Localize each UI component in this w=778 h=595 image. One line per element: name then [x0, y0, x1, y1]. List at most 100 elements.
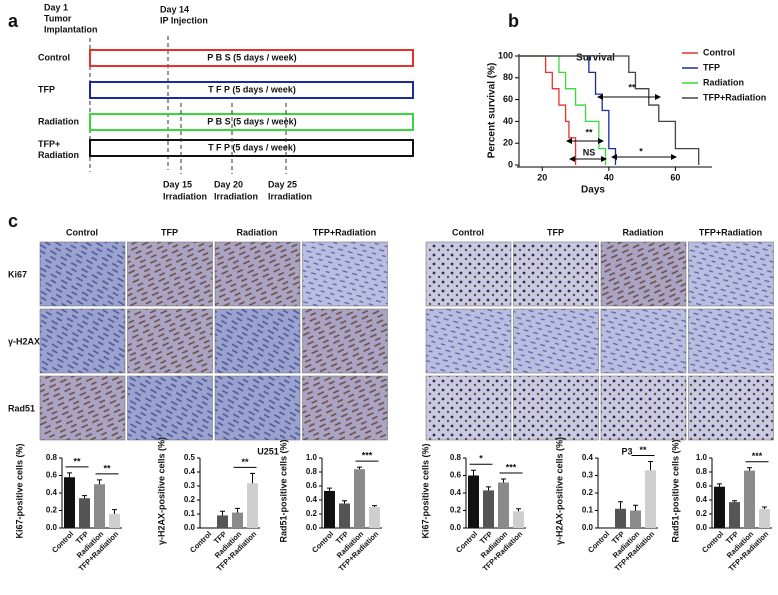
- bar: [744, 470, 755, 528]
- row-label: Ki67: [8, 269, 27, 279]
- y-tick-label: 80: [503, 72, 513, 82]
- significance-label: **: [639, 445, 647, 455]
- y-axis-title: Rad51-positive cells (%): [278, 439, 288, 542]
- error-bar: [342, 500, 347, 504]
- error-bar: [618, 501, 623, 509]
- error-bar: [486, 486, 491, 491]
- micrograph: [688, 241, 774, 307]
- irradiation-label: Irradiation: [214, 191, 258, 201]
- error-bar: [67, 472, 72, 478]
- significance-label: ***: [752, 451, 763, 461]
- y-tick-label: 0: [508, 159, 513, 169]
- error-bar: [762, 506, 767, 510]
- y-axis-title: γ-H2AX-positive cells (%): [156, 437, 166, 545]
- column-header: TFP+Radiation: [699, 227, 762, 237]
- significance-label: *: [479, 454, 483, 464]
- bar: [615, 508, 626, 528]
- irradiation-label: Day 25: [268, 179, 297, 189]
- y-tick-label: 0.0: [582, 523, 594, 532]
- micrograph: [214, 308, 301, 374]
- irradiation-label: Irradiation: [268, 191, 312, 201]
- bar: [645, 470, 656, 528]
- error-bar: [220, 510, 225, 516]
- x-axis-title: Days: [581, 185, 605, 196]
- annotation: **: [585, 127, 593, 137]
- micrograph: [302, 375, 388, 441]
- bar: [247, 483, 258, 528]
- significance-label: **: [73, 456, 81, 466]
- treatment-label: T F P (5 days / week): [208, 142, 296, 152]
- error-bar: [717, 483, 722, 487]
- error-bar: [357, 466, 362, 470]
- x-tick-label: Control: [310, 529, 335, 554]
- x-tick-label: 40: [604, 172, 614, 182]
- treatment-bar: [89, 81, 414, 99]
- y-tick-label: 0.8: [450, 453, 462, 462]
- row-label: Rad51: [8, 403, 35, 413]
- x-tick-label: Control: [188, 529, 213, 554]
- group-label: Radiation: [38, 150, 79, 160]
- timeline-label: Day 14: [160, 4, 189, 14]
- micrograph: [688, 308, 774, 374]
- treatment-bar: [89, 49, 414, 67]
- bar: [232, 512, 243, 528]
- significance-label: ***: [506, 462, 517, 472]
- cell-line: P3: [621, 446, 632, 456]
- bar: [339, 503, 350, 528]
- irradiation-label: Irradiation: [163, 191, 207, 201]
- error-bar: [471, 469, 476, 476]
- bar: [483, 490, 494, 528]
- survival-curve: [519, 55, 577, 165]
- y-tick-label: 0.4: [582, 453, 594, 462]
- y-tick-label: 0.8: [46, 453, 58, 462]
- panel-label: a: [8, 11, 19, 31]
- y-tick-label: 0.6: [450, 471, 462, 480]
- y-tick-label: 0.6: [46, 471, 58, 480]
- bar: [109, 514, 120, 528]
- bar: [369, 507, 380, 528]
- y-tick-label: 0.4: [306, 495, 318, 504]
- legend-label: TFP+Radiation: [703, 92, 766, 102]
- micrograph: [513, 308, 599, 374]
- row-label: γ-H2AX: [8, 336, 40, 346]
- annotation: *: [639, 146, 643, 156]
- y-axis-title: Ki67-positive cells (%): [14, 443, 24, 538]
- x-tick-label: Control: [50, 529, 75, 554]
- bar: [64, 477, 75, 528]
- irradiation-label: Day 20: [214, 179, 243, 189]
- y-tick-label: 0.2: [582, 488, 594, 497]
- bar: [513, 511, 524, 528]
- micrograph: [127, 375, 213, 441]
- survival-curve: [519, 55, 607, 165]
- error-bar: [327, 487, 332, 491]
- y-tick-label: 0.0: [696, 523, 708, 532]
- micrograph: [425, 241, 512, 307]
- y-tick-label: 0.6: [306, 481, 318, 490]
- timeline-label: Implantation: [44, 24, 98, 34]
- column-header: TFP+Radiation: [313, 227, 376, 237]
- treatment-label: P B S (5 days / week): [207, 52, 296, 62]
- bar: [498, 482, 509, 528]
- y-tick-label: 0.2: [306, 509, 318, 518]
- group-label: TFP+: [38, 139, 60, 149]
- annotation: **: [628, 82, 636, 92]
- y-tick-label: 0.5: [184, 453, 196, 462]
- irradiation-label: Day 15: [163, 179, 192, 189]
- error-bar: [97, 479, 102, 485]
- y-tick-label: 0.2: [696, 509, 708, 518]
- micrograph: [302, 241, 388, 307]
- x-tick-label: Control: [700, 529, 725, 554]
- micrograph: [688, 375, 774, 441]
- static-text: a b c U251 P3: [8, 11, 633, 457]
- significance-label: **: [241, 457, 249, 467]
- y-tick-label: 0.4: [184, 467, 196, 476]
- column-header: TFP: [161, 227, 178, 237]
- y-tick-label: 0.0: [46, 523, 58, 532]
- group-label: Radiation: [38, 116, 79, 126]
- bar: [79, 498, 90, 528]
- error-bar: [235, 507, 240, 513]
- y-tick-label: 0.2: [46, 506, 58, 515]
- error-bar: [501, 478, 506, 483]
- survival-curve: [519, 55, 700, 165]
